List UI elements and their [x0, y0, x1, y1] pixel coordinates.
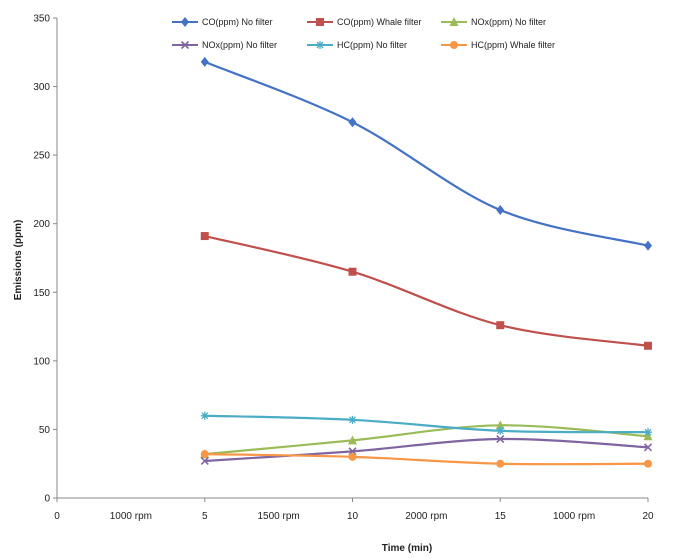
legend-label: NOx(ppm) No filter	[202, 40, 277, 50]
legend: CO(ppm) No filter CO(ppm) Whale filter NOx…	[172, 17, 555, 50]
y-tick-label: 350	[33, 14, 50, 25]
series-line	[204, 60, 649, 247]
series-line	[204, 234, 649, 347]
data-point-marker	[316, 41, 324, 49]
data-point-marker	[180, 40, 190, 50]
x-tick-label: 20	[642, 511, 654, 522]
data-point-marker	[181, 17, 189, 27]
data-point-marker	[644, 428, 652, 437]
data-point-marker	[496, 321, 505, 330]
x-tick-label: 10	[347, 511, 359, 522]
data-point-marker	[316, 18, 324, 26]
data-point-marker	[644, 459, 652, 468]
y-tick-label: 0	[44, 494, 50, 505]
y-tick-label: 50	[39, 425, 51, 436]
series-line	[204, 453, 649, 466]
data-point-marker	[200, 56, 209, 67]
legend-label: CO(ppm) Whale filter	[337, 17, 422, 27]
data-point-marker	[200, 411, 209, 420]
data-point-marker	[449, 17, 459, 26]
rpm-annotation: 1500 rpm	[258, 511, 300, 522]
data-point-marker	[495, 420, 505, 430]
rpm-annotation: 1000 rpm	[553, 511, 595, 522]
data-point-marker	[644, 341, 652, 350]
series-line	[204, 437, 649, 463]
data-point-marker	[348, 415, 357, 424]
y-axis-title: Emissions (ppm)	[13, 220, 24, 301]
data-point-marker	[644, 240, 652, 251]
data-point-marker	[496, 205, 505, 215]
y-tick-label: 250	[33, 151, 50, 162]
legend-label: CO(ppm) No filter	[202, 17, 273, 27]
x-axis-title: Time (min)	[382, 543, 432, 554]
data-point-marker	[643, 443, 653, 452]
x-tick-label: 15	[495, 511, 507, 522]
legend-label: NOx(ppm) No filter	[471, 17, 546, 27]
data-point-marker	[200, 232, 209, 241]
x-tick-label: 5	[202, 511, 208, 522]
series-line	[204, 424, 649, 456]
y-tick-label: 100	[33, 356, 50, 367]
y-tick-label: 200	[33, 219, 50, 230]
data-point-marker	[348, 117, 357, 128]
rpm-annotation: 2000 rpm	[405, 511, 447, 522]
legend-label: HC(ppm) No filter	[337, 40, 407, 50]
data-point-marker	[348, 267, 357, 276]
series-markers-layer	[200, 56, 653, 468]
axes-layer: 0 50 100 150 200 250 300 350 0 5 10 15 20 1000 rpm 150…	[33, 14, 654, 523]
data-point-marker	[496, 434, 505, 444]
x-tick-label: 0	[54, 511, 60, 522]
y-tick-label: 150	[33, 288, 50, 299]
data-point-marker	[348, 452, 357, 461]
data-point-marker	[348, 435, 357, 445]
series-lines-layer	[204, 60, 649, 466]
rpm-annotation: 1000 rpm	[110, 511, 152, 522]
series-line	[204, 414, 649, 434]
data-point-marker	[496, 459, 505, 468]
y-tick-label: 300	[33, 82, 50, 93]
data-point-marker	[200, 456, 209, 466]
legend-label: HC(ppm) Whale filter	[471, 40, 555, 50]
data-point-marker	[450, 41, 458, 49]
data-point-marker	[200, 450, 209, 459]
data-point-marker	[496, 426, 505, 435]
